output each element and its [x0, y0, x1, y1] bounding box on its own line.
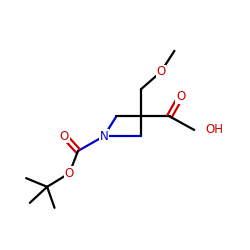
Text: O: O [65, 167, 74, 180]
Text: O: O [156, 65, 166, 78]
Text: N: N [100, 130, 108, 142]
Text: OH: OH [205, 124, 223, 136]
Text: O: O [60, 130, 69, 142]
Text: O: O [176, 90, 185, 103]
